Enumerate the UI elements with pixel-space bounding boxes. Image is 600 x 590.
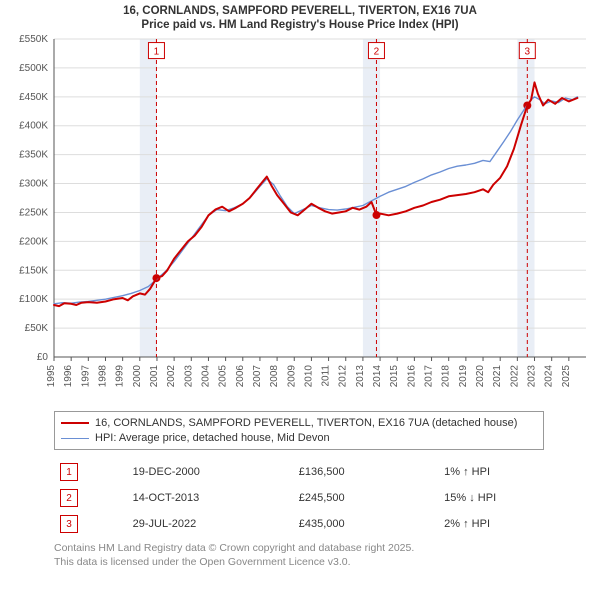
figure: 16, CORNLANDS, SAMPFORD PEVERELL, TIVERT… [0,0,600,590]
svg-text:3: 3 [525,46,531,57]
event-price: £136,500 [295,460,438,484]
svg-text:2016: 2016 [406,364,417,387]
svg-text:2021: 2021 [492,364,503,387]
svg-text:2004: 2004 [200,364,211,387]
events-row: 1 19-DEC-2000£136,5001% ↑ HPI [56,460,542,484]
svg-text:£300K: £300K [19,178,48,189]
event-date: 14-OCT-2013 [129,486,293,510]
legend: 16, CORNLANDS, SAMPFORD PEVERELL, TIVERT… [54,411,544,451]
svg-text:1995: 1995 [46,364,57,387]
svg-text:2001: 2001 [149,364,160,387]
legend-item-hpi: HPI: Average price, detached house, Mid … [61,431,537,446]
legend-label: HPI: Average price, detached house, Mid … [95,431,330,446]
svg-text:2017: 2017 [424,364,435,387]
svg-text:2007: 2007 [252,364,263,387]
svg-text:£550K: £550K [19,35,48,45]
event-price: £435,000 [295,512,438,536]
legend-label: 16, CORNLANDS, SAMPFORD PEVERELL, TIVERT… [95,416,517,431]
footer-line-1: Contains HM Land Registry data © Crown c… [54,542,594,556]
legend-swatch [61,438,89,439]
svg-text:£350K: £350K [19,149,48,160]
svg-text:2009: 2009 [286,364,297,387]
svg-text:£100K: £100K [19,294,48,305]
svg-text:2008: 2008 [269,364,280,387]
title-line-2: Price paid vs. HM Land Registry's House … [6,18,594,32]
svg-text:1999: 1999 [115,364,126,387]
svg-text:2022: 2022 [509,364,520,387]
svg-text:2006: 2006 [235,364,246,387]
svg-text:2024: 2024 [544,364,555,387]
svg-text:2020: 2020 [475,364,486,387]
svg-text:1: 1 [154,46,160,57]
svg-text:1997: 1997 [80,364,91,387]
svg-text:2019: 2019 [458,364,469,387]
svg-text:2014: 2014 [372,364,383,387]
svg-text:2010: 2010 [303,364,314,387]
line-chart: £0 £50K £100K £150K £200K £250K £300K £350K £400… [6,35,594,407]
svg-text:£0: £0 [37,352,49,363]
svg-text:2002: 2002 [166,364,177,387]
attribution: Contains HM Land Registry data © Crown c… [54,542,594,569]
event-marker-icon: 2 [60,489,78,507]
svg-text:£200K: £200K [19,236,48,247]
legend-item-price-paid: 16, CORNLANDS, SAMPFORD PEVERELL, TIVERT… [61,416,537,431]
events-table: 1 19-DEC-2000£136,5001% ↑ HPI 2 14-OCT-2013… [54,458,544,538]
svg-text:£500K: £500K [19,63,48,74]
footer-line-2: This data is licensed under the Open Gov… [54,556,594,570]
svg-text:2013: 2013 [355,364,366,387]
event-date: 29-JUL-2022 [129,512,293,536]
svg-text:2015: 2015 [389,364,400,387]
svg-text:2000: 2000 [132,364,143,387]
event-delta: 2% ↑ HPI [440,512,542,536]
svg-text:2025: 2025 [561,364,572,387]
title-line-1: 16, CORNLANDS, SAMPFORD PEVERELL, TIVERT… [6,4,594,18]
svg-text:2005: 2005 [218,364,229,387]
svg-text:2023: 2023 [527,364,538,387]
event-delta: 1% ↑ HPI [440,460,542,484]
svg-text:1998: 1998 [97,364,108,387]
svg-text:£50K: £50K [25,323,49,334]
svg-text:£150K: £150K [19,265,48,276]
event-delta: 15% ↓ HPI [440,486,542,510]
svg-text:2012: 2012 [338,364,349,387]
chart-title: 16, CORNLANDS, SAMPFORD PEVERELL, TIVERT… [6,4,594,33]
svg-text:2018: 2018 [441,364,452,387]
svg-text:2: 2 [374,46,380,57]
events-row: 3 29-JUL-2022£435,0002% ↑ HPI [56,512,542,536]
svg-text:£400K: £400K [19,120,48,131]
event-marker-icon: 3 [60,515,78,533]
event-marker-icon: 1 [60,463,78,481]
events-row: 2 14-OCT-2013£245,50015% ↓ HPI [56,486,542,510]
legend-swatch [61,422,89,424]
svg-text:2003: 2003 [183,364,194,387]
svg-text:£250K: £250K [19,207,48,218]
event-date: 19-DEC-2000 [129,460,293,484]
svg-text:£450K: £450K [19,92,48,103]
svg-text:1996: 1996 [63,364,74,387]
svg-text:2011: 2011 [321,364,332,386]
event-price: £245,500 [295,486,438,510]
